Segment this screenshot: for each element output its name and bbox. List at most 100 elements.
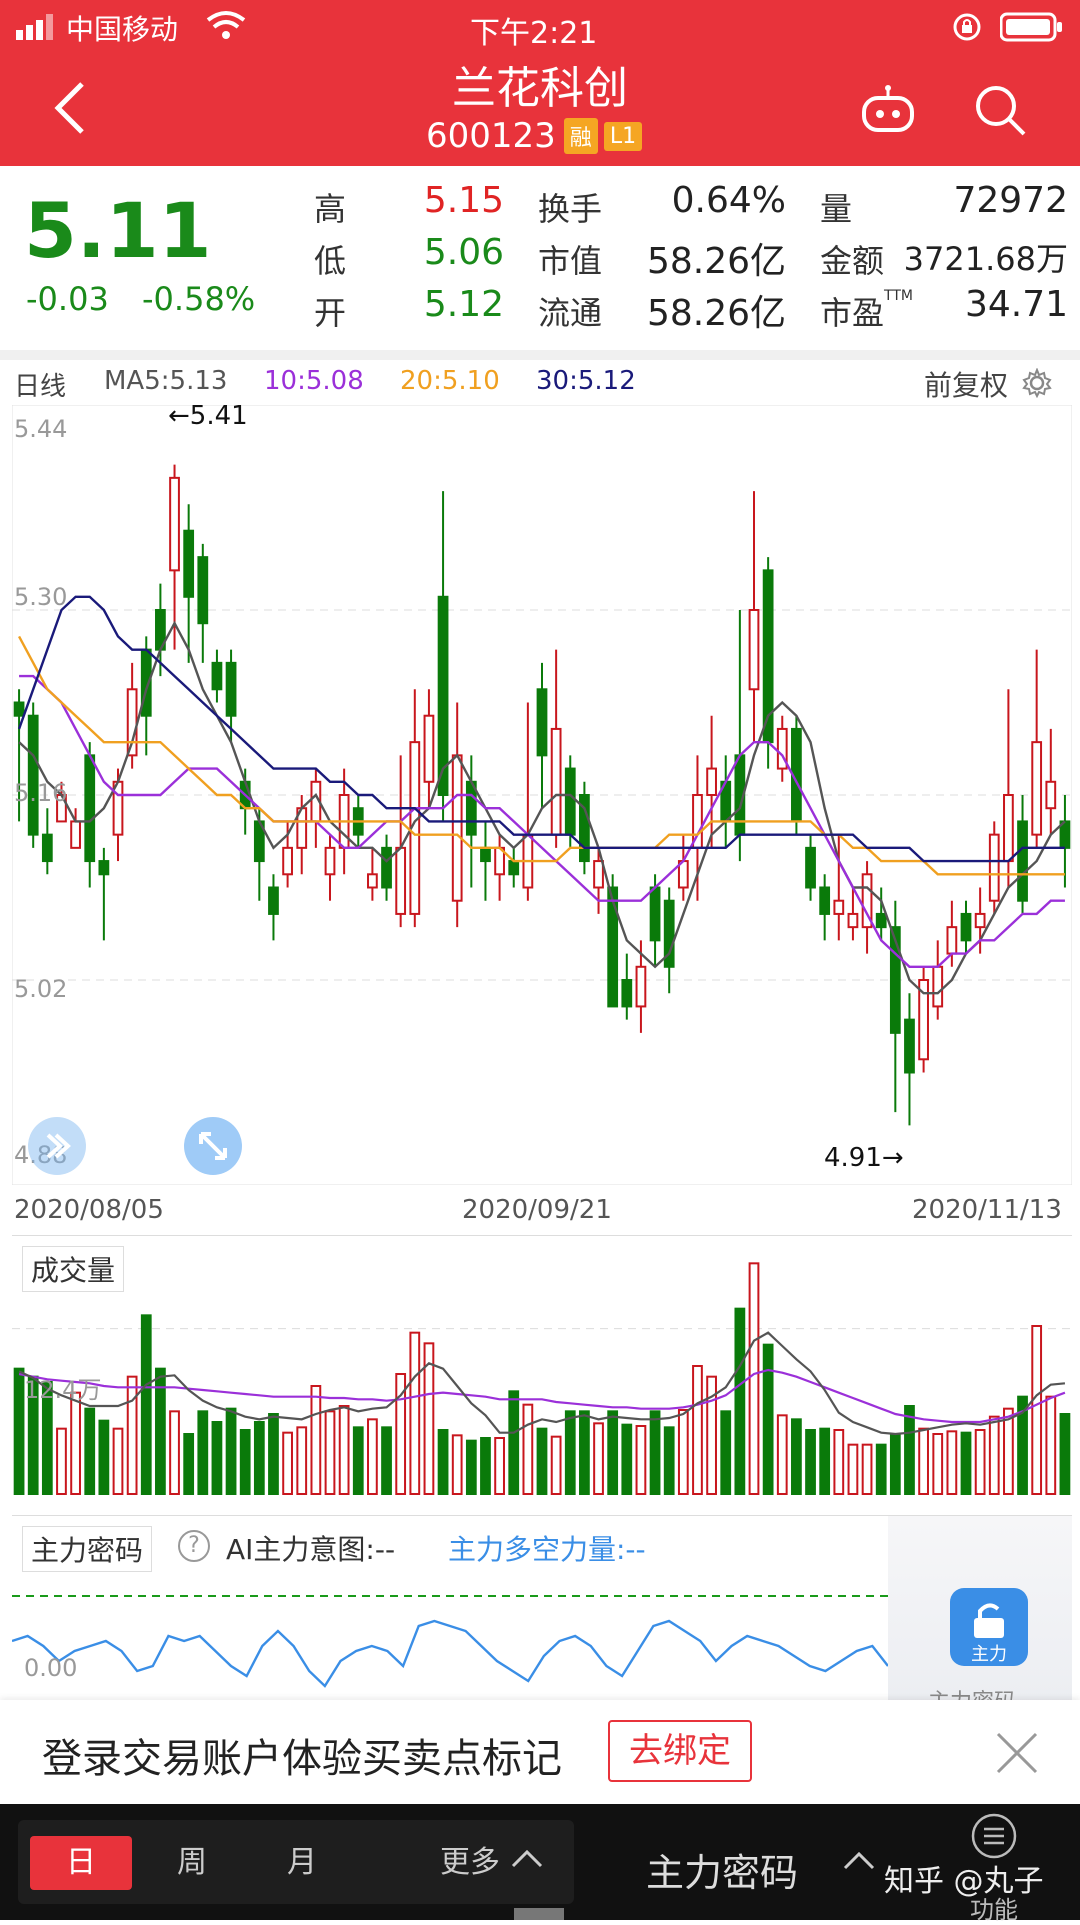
adjust-label[interactable]: 前复权 xyxy=(924,369,1009,402)
tab-more[interactable]: 更多 xyxy=(440,1845,500,1880)
volume-bar xyxy=(762,1343,774,1495)
candle-body xyxy=(932,965,944,1008)
bind-button[interactable]: 去绑定 xyxy=(608,1720,752,1782)
signal-icon xyxy=(16,14,64,40)
power-label[interactable]: 主力多空力量:-- xyxy=(448,1533,646,1566)
tab-day[interactable]: 日 xyxy=(30,1836,132,1890)
candle-body xyxy=(98,860,110,876)
main-force-panel[interactable]: 主力密码 ? AI主力意图:-- 主力多空力量:-- 0.00 主力 主力密码 xyxy=(12,1515,1072,1700)
period-label[interactable]: 日线 xyxy=(14,372,67,402)
candle xyxy=(197,543,209,663)
ma20-line xyxy=(18,635,1065,876)
candle xyxy=(310,768,322,848)
locked-caption: 主力密码 xyxy=(928,1684,1016,1700)
chevron-up-icon[interactable] xyxy=(510,1846,544,1874)
candle-body xyxy=(550,727,562,836)
close-icon[interactable] xyxy=(994,1730,1040,1780)
candle xyxy=(451,702,463,928)
volume-bar xyxy=(352,1426,364,1495)
robot-assistant-icon[interactable] xyxy=(860,84,916,138)
candle-body xyxy=(579,794,590,863)
unlock-button[interactable]: 主力 xyxy=(950,1588,1028,1666)
volume-bar xyxy=(381,1426,392,1495)
candle-body xyxy=(70,820,81,849)
candle-body xyxy=(706,767,717,797)
menu-icon[interactable] xyxy=(970,1812,1018,1864)
kline-chart[interactable]: 5.44 5.30 5.16 5.02 4.88 ←5.41 4.91→ xyxy=(11,401,1073,1186)
volume-bar xyxy=(183,1433,195,1495)
candle-body xyxy=(1045,780,1057,810)
low-label: 低 xyxy=(314,242,347,280)
volume-bar xyxy=(621,1423,633,1496)
candle xyxy=(734,610,746,862)
volume-bar xyxy=(536,1427,548,1496)
candle xyxy=(720,755,732,848)
volume-bar xyxy=(13,1367,25,1496)
main-force-line xyxy=(12,1619,889,1688)
watermark: 知乎 @丸子 xyxy=(884,1864,1044,1899)
candle xyxy=(762,557,774,769)
tab-month[interactable]: 月 xyxy=(287,1845,317,1880)
main-force-tab[interactable]: 主力密码 xyxy=(646,1851,799,1895)
volume-bar xyxy=(946,1430,958,1495)
clock: 下午2:21 xyxy=(470,16,598,51)
volume-bar xyxy=(239,1429,251,1495)
candle-body xyxy=(593,860,604,889)
candle-body xyxy=(833,899,845,915)
fullscreen-button[interactable] xyxy=(184,1117,242,1175)
y-tick-label: 5.44 xyxy=(14,415,68,443)
candle-body xyxy=(381,846,392,889)
candle xyxy=(988,821,1000,914)
volume-bar xyxy=(805,1429,816,1495)
volume-bar xyxy=(960,1431,972,1496)
tab-week[interactable]: 周 xyxy=(177,1845,207,1880)
carrier-label: 中国移动 xyxy=(66,13,179,46)
candle xyxy=(211,649,223,703)
volume-panel[interactable]: 成交量 12.4万 xyxy=(12,1235,1072,1497)
candle xyxy=(819,874,831,941)
ai-intent-label: AI主力意图:-- xyxy=(226,1533,396,1566)
candle-body xyxy=(282,846,293,876)
candle-body xyxy=(621,979,633,1008)
volume-label: 量 xyxy=(820,190,853,228)
volume-bar xyxy=(169,1410,180,1495)
expand-sidebar-button[interactable] xyxy=(28,1117,86,1175)
battery-icon xyxy=(999,12,1064,46)
settings-gear-icon[interactable] xyxy=(1022,367,1052,405)
candle-body xyxy=(84,754,96,863)
locked-feature-panel[interactable]: 主力 主力密码 xyxy=(888,1516,1072,1700)
ma20-label: 20:5.10 xyxy=(400,366,500,396)
candle xyxy=(706,715,717,848)
volume-svg xyxy=(12,1262,1072,1496)
candle xyxy=(536,662,548,809)
candle xyxy=(748,491,760,743)
candle-body xyxy=(27,714,39,836)
search-icon[interactable] xyxy=(972,82,1028,142)
candle-body xyxy=(1031,741,1043,836)
help-icon[interactable]: ? xyxy=(178,1530,210,1562)
main-force-title[interactable]: 主力密码 xyxy=(22,1526,153,1572)
volume-bar xyxy=(847,1443,859,1496)
volume-bar xyxy=(861,1443,873,1496)
volume-title[interactable]: 成交量 xyxy=(22,1246,125,1292)
open-value: 5.12 xyxy=(423,284,504,325)
volume-tick-label: 12.4万 xyxy=(24,1376,102,1404)
candle-body xyxy=(748,609,760,691)
candle-body xyxy=(480,846,491,863)
ma30-line xyxy=(17,595,1065,863)
volume-bar xyxy=(607,1410,619,1495)
volume-bar xyxy=(564,1410,576,1495)
date-label-end: 2020/11/13 xyxy=(912,1195,1062,1225)
candle xyxy=(367,847,378,901)
candle xyxy=(579,781,590,875)
status-bar: 中国移动 下午2:21 xyxy=(0,0,1080,52)
candle-body xyxy=(395,846,407,915)
ma-legend: 日线 MA5:5.13 10:5.08 20:5.10 30:5.12 前复权 xyxy=(0,360,1080,404)
candle-body xyxy=(875,912,887,929)
chevron-up-icon[interactable] xyxy=(842,1848,876,1876)
expand-arrows-icon xyxy=(199,1132,227,1160)
candle-body xyxy=(367,873,378,889)
ma5-label: MA5:5.13 xyxy=(104,366,228,396)
back-button[interactable] xyxy=(50,78,100,138)
candle-body xyxy=(1003,794,1014,863)
